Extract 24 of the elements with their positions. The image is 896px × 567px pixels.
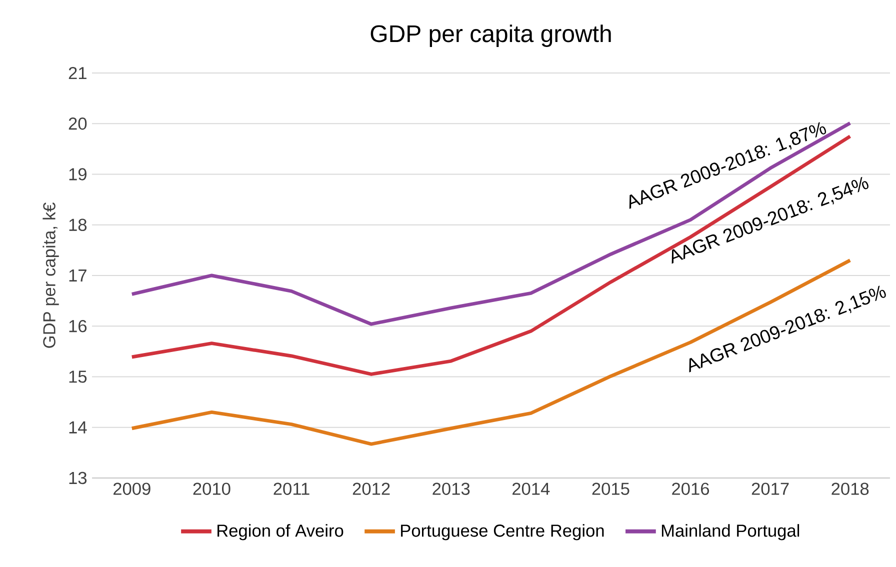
y-tick-label: 15 (69, 370, 87, 383)
x-tick-label: 2017 (752, 482, 789, 495)
x-tick-label: 2009 (114, 482, 150, 495)
y-tick-label: 19 (69, 168, 86, 180)
y-axis-title: GDP per capita, k€ (42, 202, 59, 348)
legend-label: Region of Aveiro (218, 524, 344, 540)
y-tick-label: 20 (68, 117, 87, 130)
x-tick-label: 2014 (512, 482, 550, 495)
x-tick-label: 2010 (193, 482, 230, 495)
x-tick-label: 2015 (592, 482, 630, 495)
legend-label: Portuguese Centre Region (401, 524, 604, 540)
y-tick-label: 13 (69, 472, 87, 484)
x-tick-label: 2013 (432, 482, 470, 495)
y-tick-label: 17 (69, 270, 86, 282)
x-tick-label: 2011 (274, 482, 310, 495)
y-tick-label: 14 (69, 421, 87, 434)
x-tick-label: 2016 (672, 482, 710, 495)
x-tick-label: 2018 (832, 482, 869, 495)
chart-title: GDP per capita growth (370, 24, 611, 47)
x-tick-label: 2012 (352, 482, 390, 495)
y-tick-label: 21 (68, 66, 86, 80)
y-tick-label: 18 (69, 218, 87, 231)
legend-label: Mainland Portugal (662, 524, 800, 540)
y-tick-label: 16 (69, 320, 87, 332)
